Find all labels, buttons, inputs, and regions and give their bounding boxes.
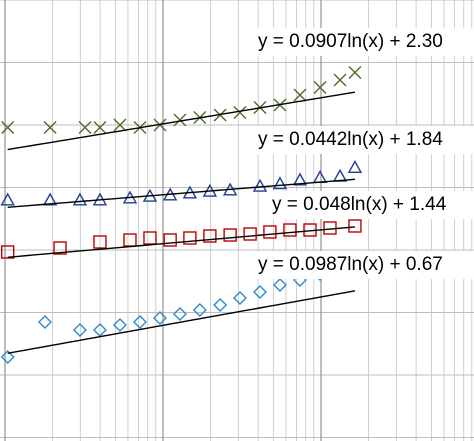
point	[0, 192, 15, 206]
point	[233, 106, 247, 119]
point	[163, 233, 177, 247]
equation-background	[254, 251, 474, 279]
point	[192, 303, 207, 317]
point	[53, 241, 67, 255]
point	[283, 223, 297, 237]
point	[173, 113, 187, 127]
trendline-equation: y = 0.0907ln(x) + 2.30	[258, 31, 443, 52]
point	[252, 178, 268, 192]
trendline	[7, 91, 356, 151]
equation-background	[268, 191, 474, 219]
point	[263, 225, 277, 239]
point	[313, 81, 327, 94]
point	[132, 315, 147, 329]
point	[292, 172, 308, 186]
point	[272, 176, 288, 190]
point	[113, 118, 127, 132]
equation-background	[254, 126, 474, 154]
point	[223, 228, 237, 242]
point	[143, 231, 157, 245]
trendline-equation: y = 0.0442ln(x) + 1.84	[258, 129, 443, 150]
point	[333, 73, 347, 87]
point	[72, 192, 88, 206]
point	[0, 245, 15, 259]
trendline	[7, 290, 356, 354]
point	[172, 307, 187, 321]
point	[213, 298, 228, 312]
point	[272, 278, 287, 292]
point	[243, 227, 257, 241]
point	[42, 192, 58, 206]
point	[72, 323, 87, 337]
point	[93, 235, 107, 249]
point	[0, 350, 15, 364]
point	[347, 160, 363, 173]
trendline-equation: y = 0.048ln(x) + 1.44	[272, 194, 447, 215]
trendline	[7, 226, 356, 258]
point	[348, 219, 362, 233]
point	[252, 285, 267, 299]
point	[293, 88, 307, 102]
point	[112, 318, 127, 332]
point	[43, 121, 57, 134]
point	[1, 121, 15, 134]
equation-background	[254, 28, 474, 56]
series	[0, 219, 362, 259]
point	[348, 66, 362, 79]
trendline-equation: y = 0.0987ln(x) + 0.67	[258, 254, 443, 275]
point	[78, 121, 92, 134]
point	[37, 315, 52, 329]
point	[183, 231, 197, 245]
trendline	[7, 178, 356, 208]
point	[152, 311, 167, 325]
point	[93, 121, 107, 134]
point	[232, 291, 247, 305]
point	[203, 229, 217, 243]
